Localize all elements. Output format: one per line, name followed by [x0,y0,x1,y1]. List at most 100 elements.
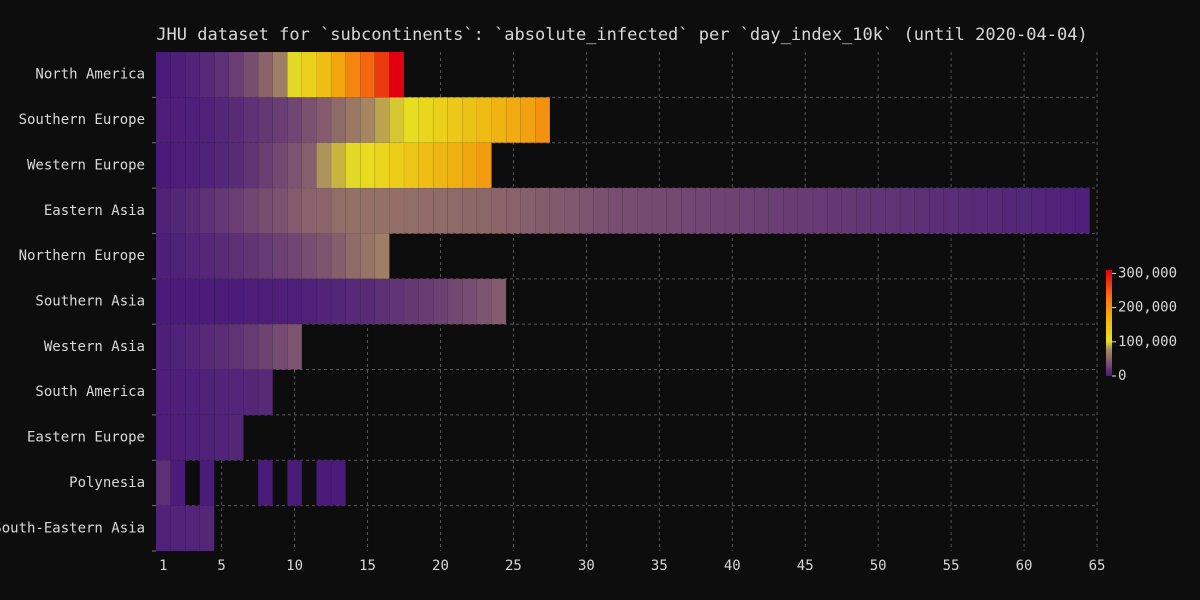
heat-cell [228,233,244,280]
heat-cell [287,460,303,506]
heat-cell [345,142,361,189]
heat-cell [330,233,346,280]
heat-cell [170,187,186,234]
heat-cell [666,187,682,234]
heat-cell [549,187,565,234]
heat-cell [214,369,230,416]
x-tick-label: 10 [286,558,303,574]
heat-cell [1031,187,1047,234]
heat-cell [622,187,638,234]
heat-cell [214,323,230,370]
heat-cell [184,142,201,189]
y-tick-label: Southern Europe [19,112,145,128]
heat-cell [155,505,171,552]
heat-cell [272,323,288,370]
heat-cell [899,187,915,234]
heat-cell [170,51,186,98]
heat-cell [316,278,332,325]
x-tick-label: 40 [724,558,741,574]
heat-cell [272,51,288,98]
heat-cell [432,97,449,143]
heat-cell [214,51,230,98]
heat-cell [330,187,346,234]
heat-cell [243,51,259,98]
heat-cell [272,97,288,143]
x-tick-label: 50 [870,558,887,574]
heat-cell [418,97,434,143]
heat-cell [184,369,201,416]
y-tick-label: Western Europe [27,157,145,173]
heat-cell [505,97,521,143]
heat-cell [724,187,740,234]
heat-cell [345,278,361,325]
heat-cell [214,97,230,143]
heat-cell [783,187,799,234]
heat-cell [301,278,317,325]
heat-cell [170,142,186,189]
heat-cell [359,187,376,234]
heat-cell [359,142,376,189]
y-tick-label: South America [35,384,145,400]
heat-cell [272,278,288,325]
heat-cell [170,97,186,143]
heat-cell [155,187,171,234]
heat-cell [826,187,842,234]
heat-cell [914,187,930,234]
heat-cell [199,51,215,98]
heat-cell [403,97,419,143]
heat-cell [272,187,288,234]
heat-cell [155,233,171,280]
heat-cell [462,187,478,234]
heat-cell [316,51,332,98]
heat-cell [885,187,901,234]
heat-cell [287,233,303,280]
x-tick-label: 30 [578,558,595,574]
heat-cell [330,278,346,325]
heat-cell [257,142,273,189]
heat-cell [170,369,186,416]
heat-cell [316,233,332,280]
heat-cell [170,278,186,325]
heat-cell [928,187,945,234]
heat-cell [287,97,303,143]
heat-cell [184,414,201,461]
heat-cell [418,142,434,189]
heat-cell [155,51,171,98]
colorbar-tick-label: 300,000 [1118,265,1177,281]
heat-cell [476,187,492,234]
heat-cell [359,51,376,98]
heat-cell [1045,187,1061,234]
x-tick-label: 5 [217,558,225,574]
heat-cell [199,187,215,234]
heat-cell [170,233,186,280]
heat-cell [695,187,711,234]
heat-cell [155,278,171,325]
heat-cell [155,323,171,370]
heat-cell [257,460,273,506]
colorbar-tick-label: 0 [1118,368,1126,384]
heat-cell [199,460,215,506]
y-tick-label: Polynesia [69,475,145,491]
y-tick-label: Eastern Europe [27,430,145,446]
heat-cell [199,278,215,325]
heat-cell [432,187,449,234]
heat-cell [812,187,828,234]
colorbar [1106,270,1112,376]
heat-cell [184,323,201,370]
heat-cell [243,142,259,189]
heat-cell [287,323,303,370]
heat-cell [462,142,478,189]
heat-cell [228,97,244,143]
heat-cell [316,97,332,143]
heat-cell [228,187,244,234]
heat-cell [374,187,390,234]
heat-cell [257,278,273,325]
heat-cell [184,51,201,98]
heat-cell [476,278,492,325]
heat-cell [345,233,361,280]
heat-cell [1001,187,1018,234]
heat-cell [199,414,215,461]
heat-cell [301,187,317,234]
heat-cell [214,414,230,461]
